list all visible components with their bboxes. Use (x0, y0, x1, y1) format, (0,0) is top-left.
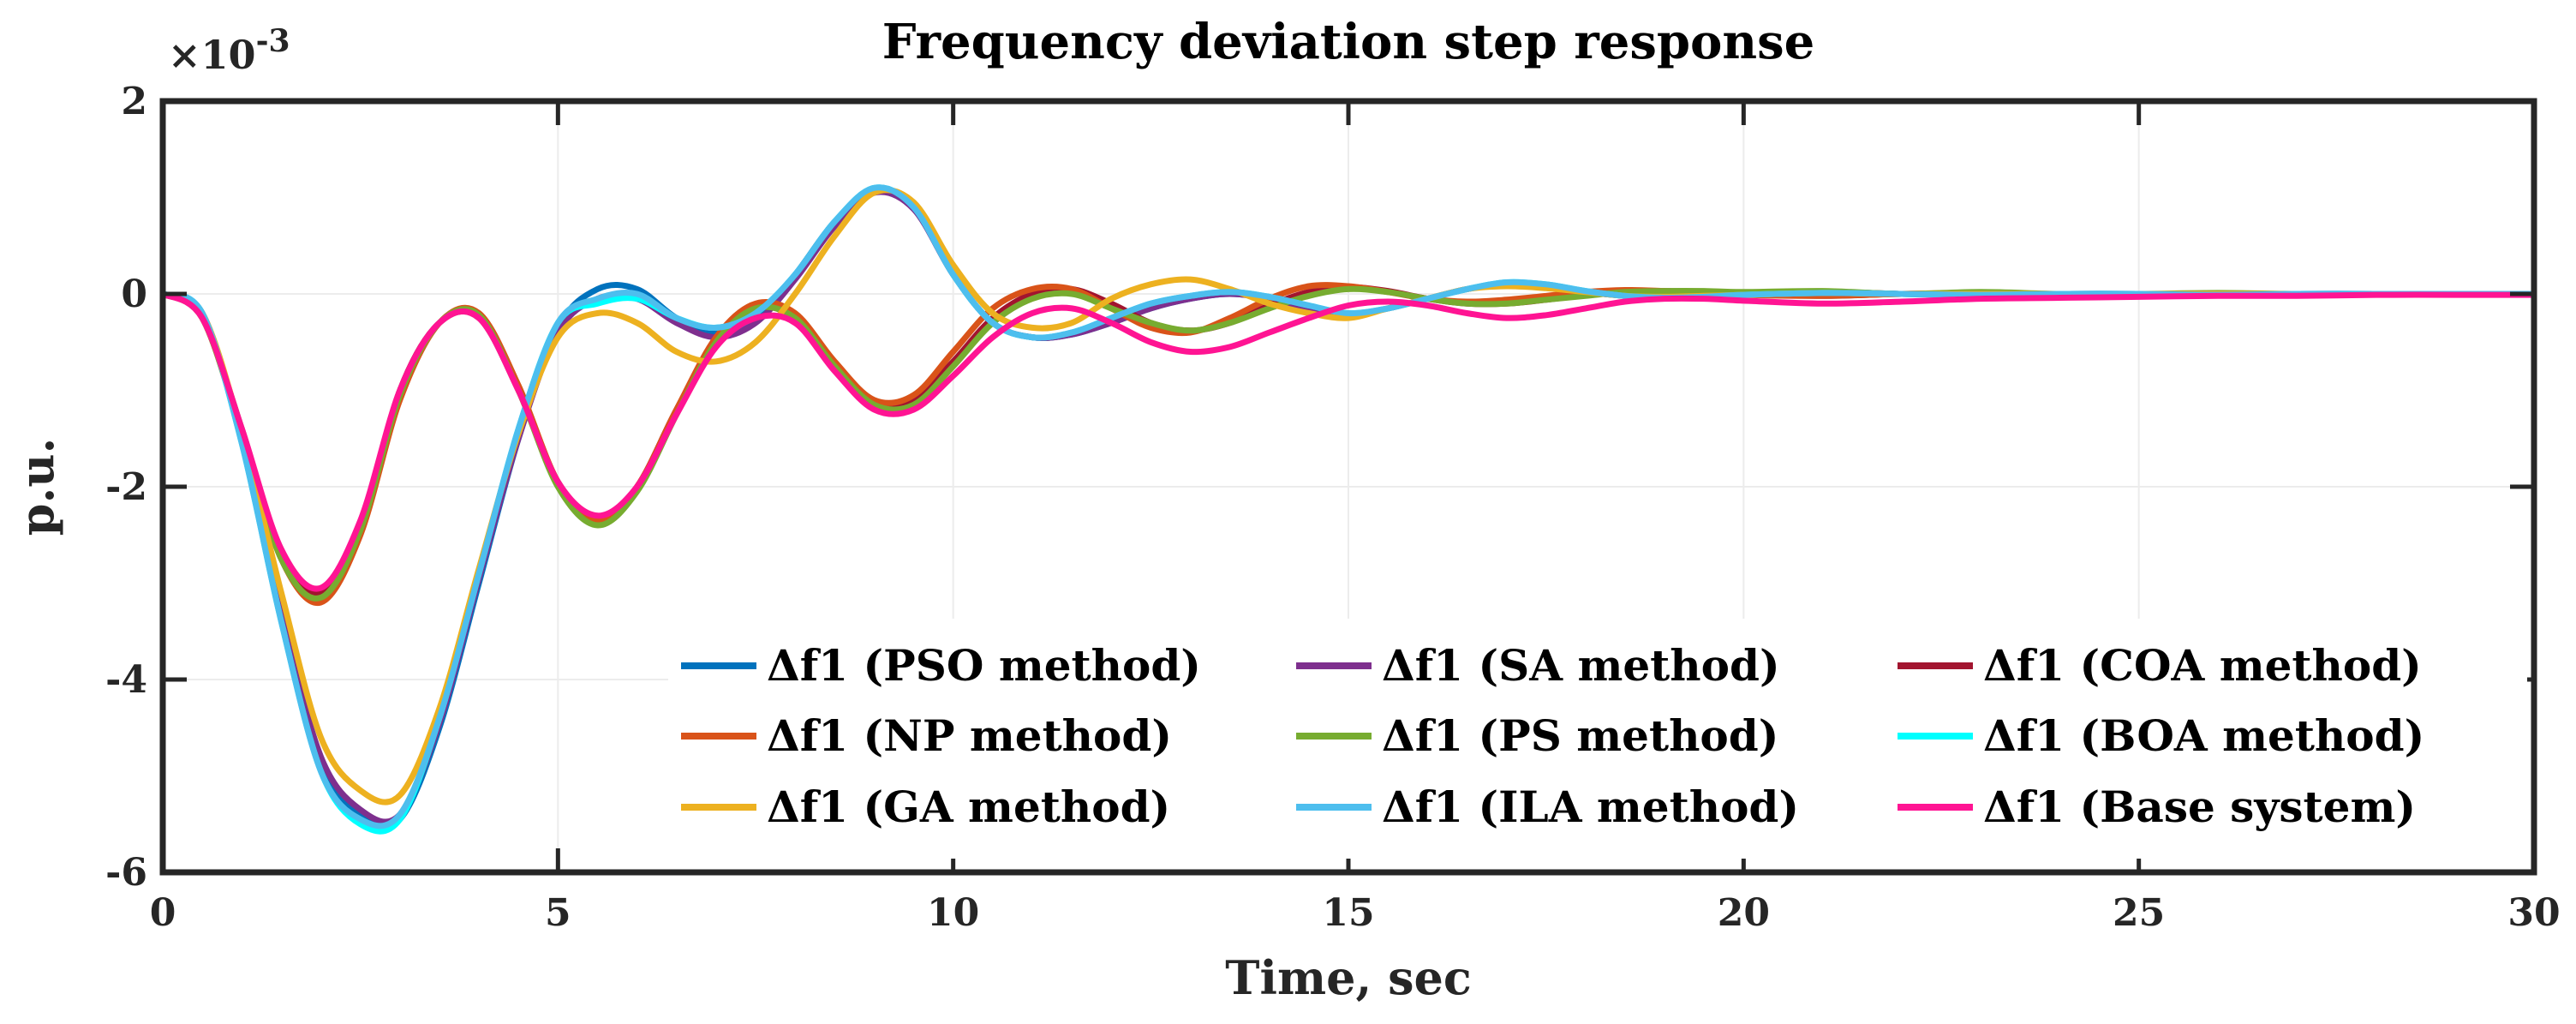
x-tick-label: 5 (545, 891, 571, 935)
legend: Δf1 (PSO method) Δf1 (SA method) Δf1 (COA … (668, 619, 2527, 859)
y-exponent-power: -3 (256, 23, 290, 59)
y-tick-label: -4 (105, 658, 147, 702)
x-tick-label: 15 (1322, 891, 1374, 935)
x-tick-label: 30 (2507, 891, 2560, 935)
plot-area (163, 184, 2534, 835)
legend-label-4: Δf1 (NP method) (767, 710, 1172, 761)
legend-label-6: Δf1 (BOA method) (1983, 710, 2424, 761)
legend-label-7: Δf1 (GA method) (767, 781, 1170, 832)
y-tick-label: 2 (121, 80, 147, 123)
legend-background (668, 619, 2527, 859)
y-axis-exponent: ×10-3 (168, 23, 290, 78)
legend-label-8: Δf1 (ILA method) (1382, 781, 1799, 832)
x-tick-label: 0 (150, 891, 176, 935)
series-line-9 (163, 290, 2534, 592)
x-tick-label: 10 (927, 891, 979, 935)
x-axis-title: Time, sec (1225, 950, 1471, 1005)
y-tick-label: 0 (121, 272, 147, 316)
x-tick-label: 25 (2113, 891, 2165, 935)
y-axis-title: p.u. (9, 438, 64, 536)
legend-label-5: Δf1 (PS method) (1382, 710, 1778, 761)
legend-label-9: Δf1 (Base system) (1983, 781, 2416, 832)
x-tick-label: 20 (1718, 891, 1770, 935)
y-tick-label: -2 (105, 465, 147, 509)
legend-label-3: Δf1 (COA method) (1983, 640, 2422, 691)
chart-title: Frequency deviation step response (882, 14, 1815, 70)
series-lines (163, 184, 2534, 835)
y-tick-label: -6 (105, 851, 147, 895)
y-exponent-base: ×10 (168, 32, 256, 78)
legend-label-2: Δf1 (SA method) (1382, 640, 1780, 691)
legend-label-1: Δf1 (PSO method) (767, 640, 1201, 691)
